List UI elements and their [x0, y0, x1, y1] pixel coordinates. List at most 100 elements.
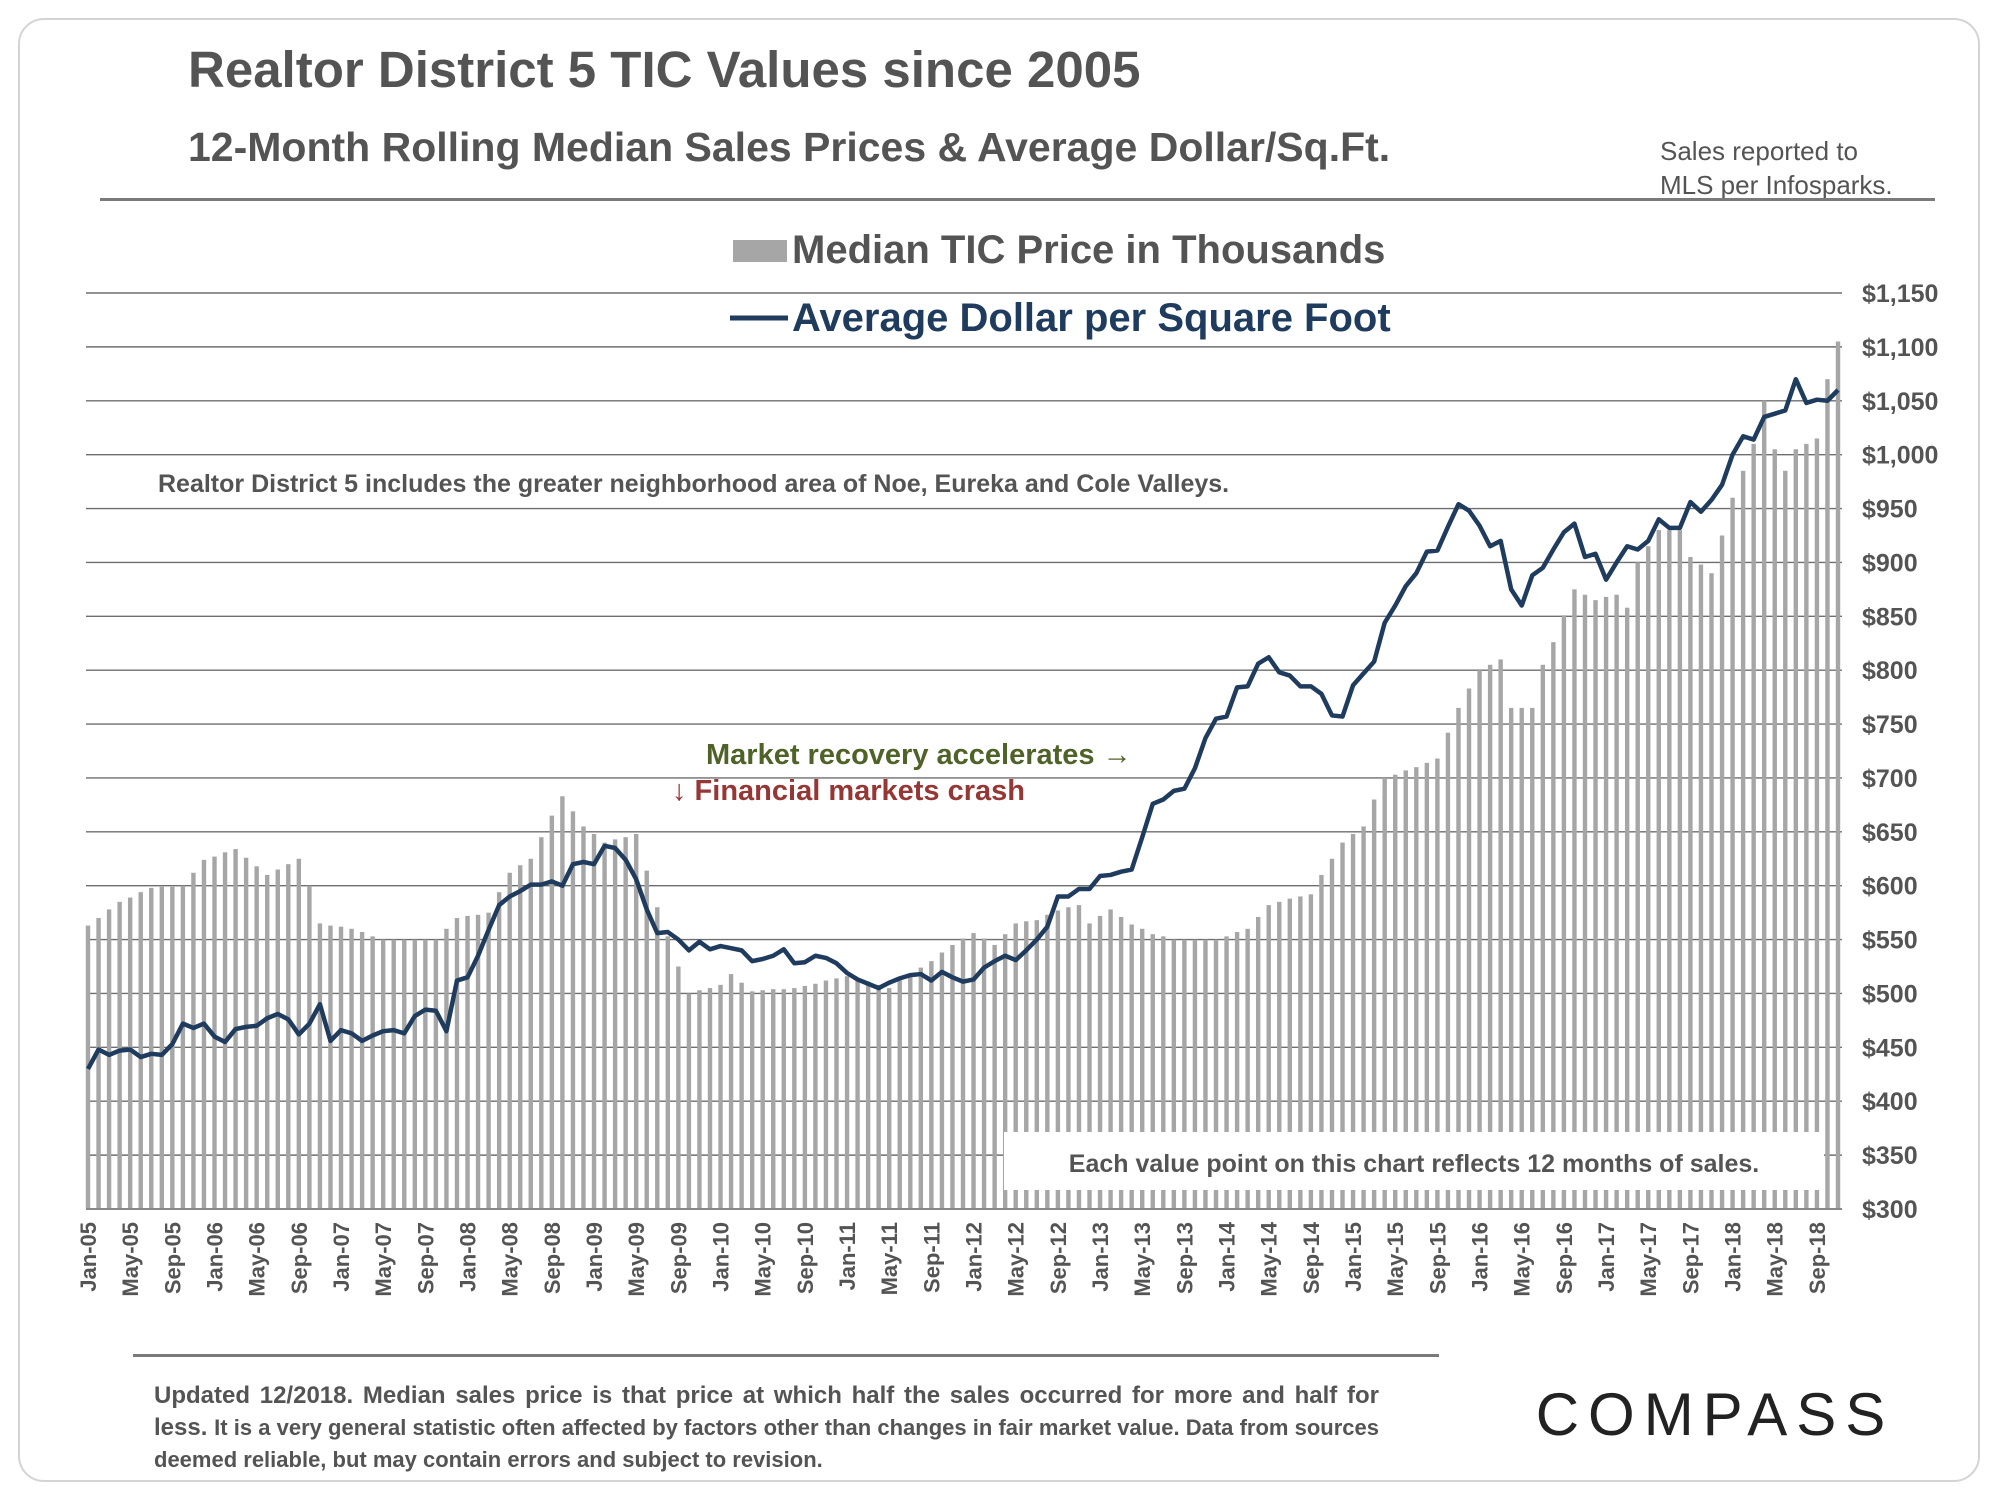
- median-price-bar: [1150, 934, 1155, 1209]
- median-price-bar: [1287, 898, 1293, 1209]
- slide-frame: [18, 18, 1980, 1482]
- median-price-bar: [1034, 920, 1039, 1209]
- median-price-bar: [1350, 833, 1356, 1209]
- median-price-bar: [138, 892, 143, 1209]
- median-price-bar: [1045, 914, 1050, 1209]
- x-tick-label: May-13: [1130, 1222, 1155, 1297]
- median-price-bar: [423, 939, 428, 1209]
- median-price-bar: [349, 928, 354, 1209]
- median-price-bar: [106, 909, 112, 1209]
- x-tick-label: Jan-06: [203, 1222, 228, 1292]
- median-price-bar: [1835, 341, 1841, 1209]
- median-price-bar: [265, 874, 270, 1209]
- median-price-bar: [1087, 923, 1092, 1209]
- x-tick-label: Sep-12: [1046, 1222, 1071, 1294]
- x-tick-label: Sep-07: [413, 1222, 438, 1294]
- header-divider: [100, 198, 1935, 201]
- median-price-bar: [1477, 670, 1482, 1209]
- median-price-bar: [1308, 894, 1314, 1209]
- legend-bar-label: Median TIC Price in Thousands: [792, 228, 1385, 272]
- median-price-bar: [1793, 449, 1799, 1209]
- median-price-bar: [1498, 659, 1503, 1209]
- median-price-bar: [887, 988, 892, 1209]
- x-tick-label: Sep-14: [1299, 1221, 1324, 1294]
- y-tick-label: $1,000: [1862, 442, 1938, 470]
- x-tick-label: May-05: [118, 1222, 143, 1297]
- median-price-bar: [96, 918, 101, 1209]
- median-price-bar: [1751, 443, 1756, 1209]
- median-price-bar: [1255, 916, 1261, 1209]
- y-tick-label: $600: [1862, 873, 1918, 901]
- footer-divider: [133, 1354, 1439, 1357]
- median-price-bar: [655, 907, 660, 1209]
- median-price-bar: [1719, 535, 1725, 1209]
- median-price-bar: [1234, 932, 1240, 1209]
- median-price-bar: [1435, 758, 1440, 1209]
- median-price-bar: [1582, 594, 1588, 1209]
- footnote: Updated 12/2018. Median sales price is t…: [154, 1380, 1379, 1476]
- median-price-bar: [781, 989, 786, 1209]
- median-price-bar: [149, 887, 154, 1209]
- median-price-bar: [981, 938, 987, 1209]
- median-price-bar: [1161, 936, 1166, 1209]
- crash-annotation: ↓ Financial markets crash: [672, 775, 1025, 807]
- median-price-bar: [1551, 642, 1556, 1209]
- y-axis-labels: $300 $350 $400 $450 $500 $550 $600 $650 $700 $750…: [1862, 280, 1938, 1224]
- median-price-bar: [1456, 707, 1461, 1209]
- median-price-bar: [1677, 530, 1683, 1209]
- median-price-bar: [1530, 707, 1535, 1209]
- median-price-bar: [1814, 438, 1820, 1210]
- median-price-bar: [992, 944, 997, 1209]
- x-tick-label: May-14: [1257, 1221, 1282, 1296]
- x-tick-label: May-17: [1636, 1222, 1661, 1297]
- median-price-bar: [1762, 400, 1767, 1209]
- legend-bar-swatch: [733, 240, 787, 262]
- median-price-bar: [665, 936, 671, 1209]
- median-price-bar: [275, 869, 280, 1209]
- median-price-bar: [1508, 707, 1514, 1209]
- median-price-bar: [1224, 936, 1229, 1209]
- x-tick-label: Sep-13: [1172, 1222, 1197, 1294]
- median-price-bar: [1298, 896, 1303, 1209]
- median-price-bar: [286, 864, 291, 1209]
- x-tick-label: May-16: [1510, 1222, 1535, 1297]
- median-price-bar: [570, 811, 576, 1209]
- y-tick-label: $950: [1862, 496, 1918, 524]
- x-tick-label: May-12: [1004, 1222, 1029, 1297]
- median-price-bar: [1698, 564, 1704, 1209]
- median-price-bar: [475, 914, 481, 1209]
- median-price-bar: [897, 980, 902, 1209]
- median-price-bar: [1266, 905, 1271, 1209]
- median-price-bar: [1414, 767, 1419, 1209]
- x-tick-label: May-07: [371, 1222, 396, 1297]
- y-tick-label: $750: [1862, 711, 1918, 739]
- recovery-annotation: Market recovery accelerates →: [706, 739, 1132, 771]
- median-price-bar: [1646, 546, 1651, 1209]
- y-tick-label: $350: [1862, 1142, 1918, 1170]
- median-price-bar: [739, 982, 744, 1209]
- median-price-bar: [507, 872, 512, 1209]
- median-price-bar: [1129, 924, 1134, 1209]
- median-price-bar: [1055, 910, 1061, 1209]
- median-price-bar: [1371, 799, 1377, 1209]
- median-price-bar: [855, 979, 860, 1209]
- median-price-bar: [1561, 615, 1567, 1209]
- median-price-bar: [1140, 928, 1145, 1209]
- x-tick-label: Jan-17: [1594, 1222, 1619, 1292]
- y-tick-label: $1,050: [1862, 388, 1938, 416]
- median-price-bar: [1624, 607, 1630, 1209]
- median-price-bar: [971, 933, 976, 1209]
- x-tick-label: Sep-18: [1805, 1222, 1830, 1294]
- median-price-bar: [749, 991, 755, 1209]
- x-tick-label: May-09: [624, 1222, 649, 1297]
- median-price-bar: [496, 892, 502, 1209]
- median-price-bar: [728, 974, 734, 1209]
- median-price-bar: [718, 984, 723, 1209]
- median-price-bar: [191, 872, 196, 1209]
- x-tick-label: Sep-06: [287, 1222, 312, 1294]
- median-price-bar: [644, 870, 649, 1209]
- y-tick-label: $400: [1862, 1088, 1918, 1116]
- median-price-bar: [1066, 907, 1071, 1209]
- median-price-bar: [581, 826, 586, 1209]
- median-price-bar: [201, 859, 207, 1209]
